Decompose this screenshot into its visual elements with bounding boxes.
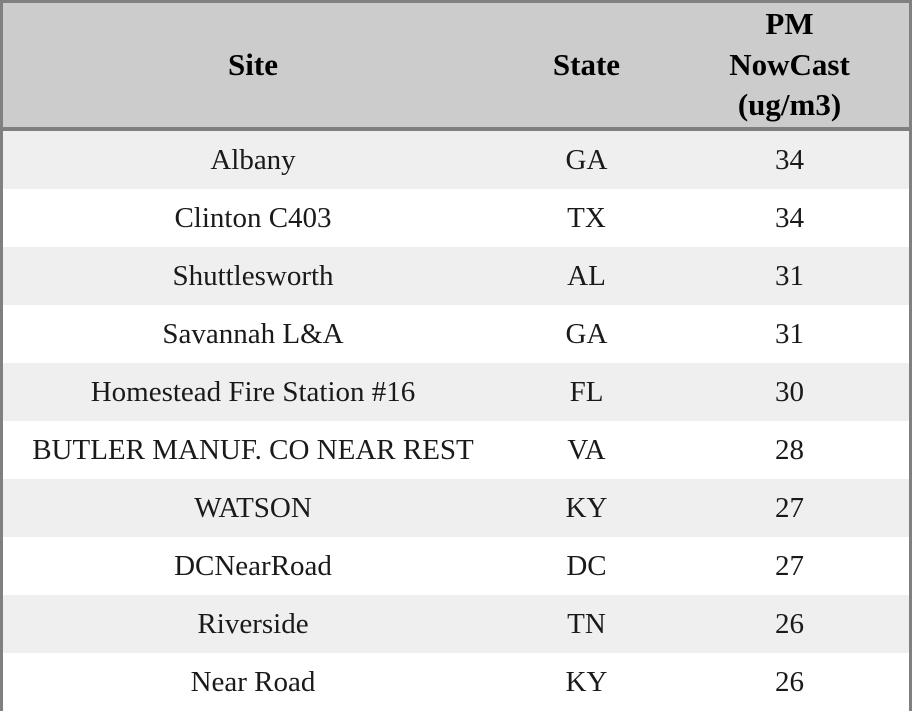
column-header-pm-nowcast[interactable]: PM NowCast (ug/m3): [670, 3, 909, 131]
table-header-row: Site State PM NowCast (ug/m3): [3, 3, 909, 131]
cell-state: KY: [503, 653, 670, 711]
cell-pm-nowcast: 26: [670, 653, 909, 711]
column-header-pm-nowcast-line-1: PM: [765, 6, 814, 42]
cell-pm-nowcast: 30: [670, 363, 909, 421]
table-row[interactable]: Riverside TN 26: [3, 595, 909, 653]
table-row[interactable]: WATSON KY 27: [3, 479, 909, 537]
cell-pm-nowcast: 26: [670, 595, 909, 653]
cell-state: GA: [503, 305, 670, 363]
table-row[interactable]: Savannah L&A GA 31: [3, 305, 909, 363]
cell-site: DCNearRoad: [3, 537, 503, 595]
table-row[interactable]: DCNearRoad DC 27: [3, 537, 909, 595]
column-header-site-label: Site: [228, 46, 278, 82]
cell-state: KY: [503, 479, 670, 537]
table-row[interactable]: Near Road KY 26: [3, 653, 909, 711]
table-row[interactable]: Homestead Fire Station #16 FL 30: [3, 363, 909, 421]
cell-state: GA: [503, 129, 670, 189]
cell-state: TN: [503, 595, 670, 653]
cell-site: Clinton C403: [3, 189, 503, 247]
cell-state: VA: [503, 421, 670, 479]
table-row[interactable]: Shuttlesworth AL 31: [3, 247, 909, 305]
cell-state: TX: [503, 189, 670, 247]
cell-site: Near Road: [3, 653, 503, 711]
cell-pm-nowcast: 28: [670, 421, 909, 479]
column-header-pm-nowcast-line-3: (ug/m3): [737, 87, 842, 123]
column-header-pm-nowcast-line-2: NowCast: [729, 46, 850, 82]
cell-pm-nowcast: 31: [670, 247, 909, 305]
cell-site: Shuttlesworth: [3, 247, 503, 305]
pm-nowcast-table: Site State PM NowCast (ug/m3) Albany GA 34…: [3, 3, 909, 711]
cell-site: WATSON: [3, 479, 503, 537]
table-body: Albany GA 34 Clinton C403 TX 34 Shuttlesworth A…: [3, 129, 909, 711]
column-header-site[interactable]: Site: [3, 3, 503, 131]
cell-site: BUTLER MANUF. CO NEAR REST: [3, 421, 503, 479]
cell-state: AL: [503, 247, 670, 305]
cell-site: Riverside: [3, 595, 503, 653]
cell-pm-nowcast: 27: [670, 537, 909, 595]
column-header-state[interactable]: State: [503, 3, 670, 131]
table-header: Site State PM NowCast (ug/m3): [3, 3, 909, 131]
table-row[interactable]: Albany GA 34: [3, 129, 909, 189]
cell-pm-nowcast: 27: [670, 479, 909, 537]
cell-pm-nowcast: 31: [670, 305, 909, 363]
cell-pm-nowcast: 34: [670, 189, 909, 247]
cell-site: Albany: [3, 129, 503, 189]
cell-state: FL: [503, 363, 670, 421]
cell-site: Savannah L&A: [3, 305, 503, 363]
column-header-state-label: State: [552, 46, 621, 82]
cell-pm-nowcast: 34: [670, 129, 909, 189]
table-row[interactable]: Clinton C403 TX 34: [3, 189, 909, 247]
table-row[interactable]: BUTLER MANUF. CO NEAR REST VA 28: [3, 421, 909, 479]
cell-site: Homestead Fire Station #16: [3, 363, 503, 421]
cell-state: DC: [503, 537, 670, 595]
